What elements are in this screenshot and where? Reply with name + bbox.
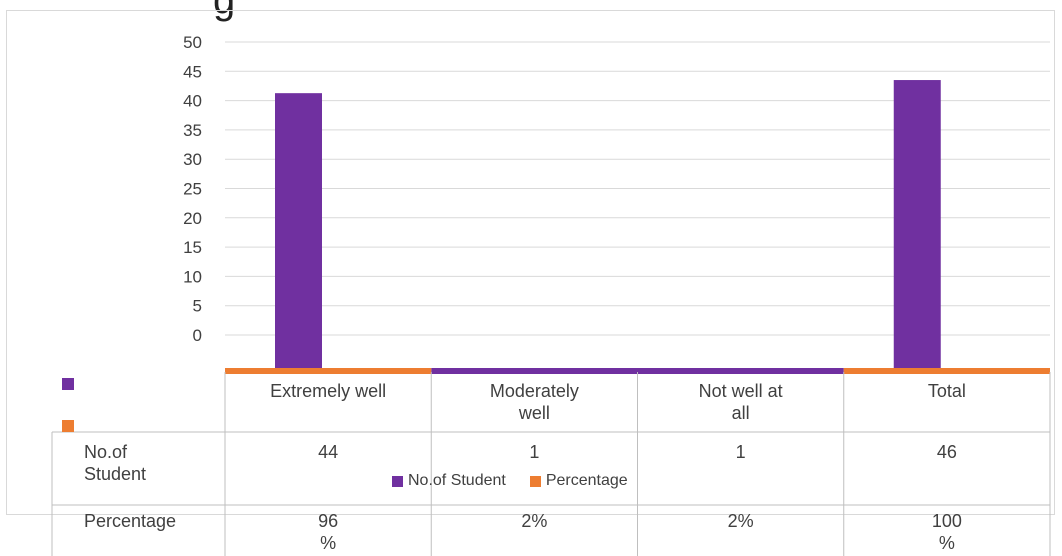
category-label: Total [927,381,966,401]
y-tick-label: 40 [183,92,202,111]
y-tick-label: 25 [183,180,202,199]
table-row-label-percentage: Percentage [84,511,177,531]
category-label: Moderately well [489,381,579,423]
legend-item-no-of-student: No.of Student [392,472,506,490]
bar-no-of-student [637,368,844,374]
table-cell: 96 % [318,511,339,553]
y-tick-label: 5 [193,297,202,316]
y-tick-label: 20 [183,209,202,228]
chart-title-fragment: g [213,0,236,22]
legend-item-percentage: Percentage [529,472,628,490]
y-tick-label: 30 [183,150,202,169]
legend-label-percentage: Percentage [545,472,628,489]
y-tick-label: 45 [183,62,202,81]
legend-key-no-of-student [62,378,74,390]
table-cell: 2% [727,511,754,531]
table-cell: 44 [318,442,339,462]
table-cell: 1 [735,442,746,462]
y-tick-label: 0 [193,326,202,345]
category-label: Extremely well [270,381,387,401]
legend: No.of Student Percentage [392,472,646,490]
y-tick-label: 50 [183,33,202,52]
table-cell: 100 % [931,511,962,553]
y-tick-label: 10 [183,267,202,286]
table-cell: 1 [529,442,540,462]
category-label: Not well at all [698,381,783,423]
legend-key-percentage [62,420,74,432]
bar-no-of-student [431,368,638,374]
table-cell: 2% [521,511,548,531]
table-row-label-no-of-student: No.of Student [84,442,147,484]
legend-swatch-no-of-student [392,475,403,487]
bar-no-of-student [893,80,941,370]
bar-percentage [843,368,1050,374]
y-tick-label: 35 [183,121,202,140]
chart-frame [6,10,1055,515]
legend-label-no-of-student: No.of Student [408,472,506,489]
legend-swatch-percentage [529,475,541,487]
table-cell: 46 [936,442,957,462]
bar-percentage [225,368,432,374]
y-tick-label: 15 [183,238,202,257]
bar-no-of-student [275,93,322,370]
